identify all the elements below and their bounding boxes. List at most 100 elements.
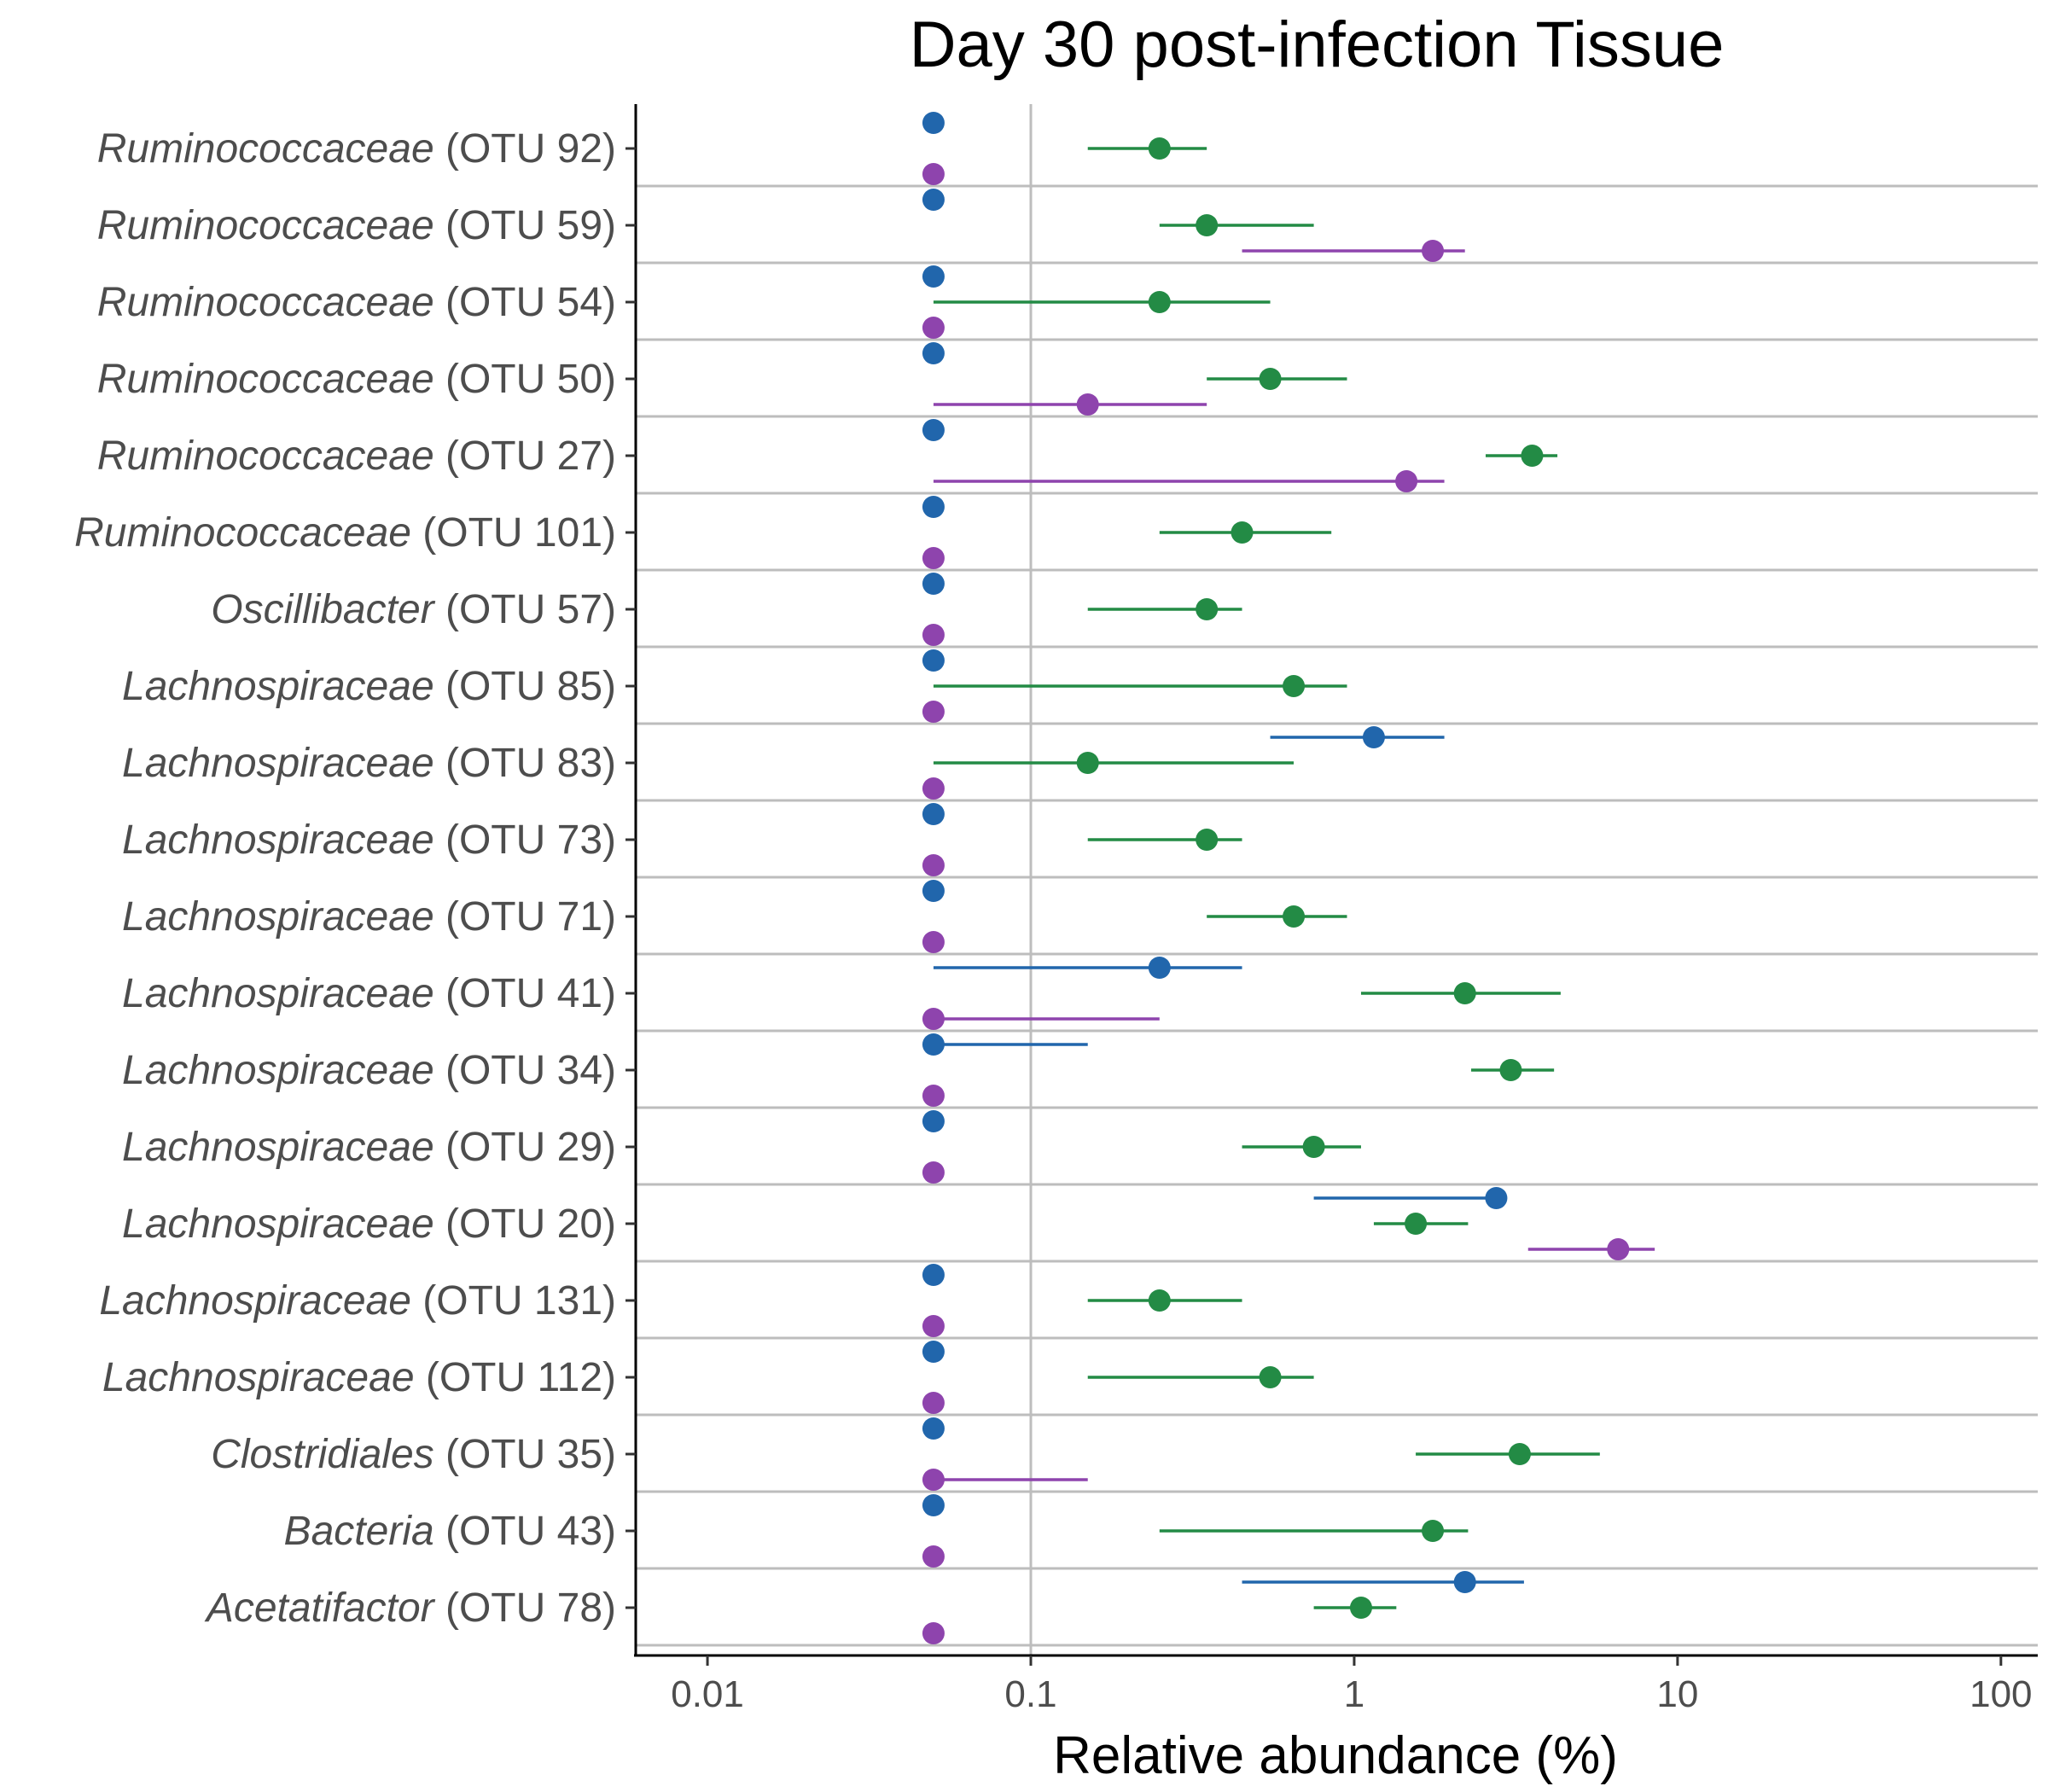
category-taxon: Lachnospiraceae — [122, 741, 434, 786]
category-taxon: Ruminococcaceae — [97, 357, 434, 402]
category-taxon: Lachnospiraceae — [122, 1048, 434, 1093]
category-labels: Ruminococcaceae (OTU 92)Ruminococcaceae … — [74, 126, 616, 1631]
axes-layer: 0.01 0.1 1 10 100 — [625, 104, 2038, 1715]
category-otu: (OTU 83) — [434, 741, 616, 786]
data-point — [1485, 1187, 1508, 1209]
category-label: Lachnospiraceae (OTU 73) — [122, 817, 616, 863]
category-otu: (OTU 41) — [434, 971, 616, 1016]
category-label: Ruminococcaceae (OTU 54) — [97, 280, 616, 325]
data-point — [922, 419, 945, 441]
data-marks — [922, 112, 1655, 1644]
category-otu: (OTU 27) — [434, 433, 616, 479]
data-point — [922, 1494, 945, 1516]
data-point — [1453, 1571, 1476, 1593]
data-point — [922, 880, 945, 902]
data-point — [922, 1008, 945, 1030]
category-taxon: Lachnospiraceae — [122, 971, 434, 1016]
category-label: Ruminococcaceae (OTU 92) — [97, 126, 616, 172]
data-point — [1422, 240, 1445, 262]
category-taxon: Ruminococcaceae — [97, 433, 434, 479]
data-point — [922, 112, 945, 134]
category-taxon: Lachnospiraceae — [122, 1125, 434, 1170]
data-point — [922, 1469, 945, 1491]
category-otu: (OTU 43) — [434, 1509, 616, 1554]
data-point — [1196, 214, 1219, 236]
data-point — [1196, 598, 1219, 620]
data-point — [922, 573, 945, 595]
category-otu: (OTU 20) — [434, 1201, 616, 1247]
data-point — [922, 1110, 945, 1132]
category-otu: (OTU 59) — [434, 203, 616, 248]
data-point — [1405, 1213, 1428, 1235]
data-point — [922, 317, 945, 339]
data-point — [922, 701, 945, 723]
chart-title: Day 30 post-infection Tissue — [910, 9, 1725, 81]
data-point — [1231, 521, 1254, 544]
category-label: Lachnospiraceae (OTU 112) — [102, 1355, 616, 1400]
data-point — [922, 1264, 945, 1286]
category-label: Lachnospiraceae (OTU 41) — [122, 971, 616, 1016]
category-otu: (OTU 34) — [434, 1048, 616, 1093]
category-otu: (OTU 50) — [434, 357, 616, 402]
data-point — [1283, 905, 1306, 928]
data-point — [1302, 1136, 1325, 1158]
category-taxon: Lachnospiraceae — [122, 1201, 434, 1247]
data-point — [922, 163, 945, 185]
category-taxon: Ruminococcaceae — [74, 510, 411, 556]
data-point — [922, 1417, 945, 1440]
category-taxon: Bacteria — [284, 1509, 434, 1554]
data-point — [922, 1341, 945, 1363]
data-point — [922, 547, 945, 569]
data-point — [1508, 1443, 1531, 1465]
category-taxon: Lachnospiraceae — [122, 664, 434, 709]
data-point — [1395, 470, 1418, 492]
category-label: Lachnospiraceae (OTU 71) — [122, 894, 616, 940]
data-point — [922, 803, 945, 825]
data-point — [1362, 726, 1385, 748]
category-label: Lachnospiraceae (OTU 131) — [99, 1278, 616, 1324]
category-taxon: Acetatifactor — [204, 1585, 436, 1631]
category-taxon: Lachnospiraceae — [122, 894, 434, 940]
category-taxon: Ruminococcaceae — [97, 203, 434, 248]
x-axis-title: Relative abundance (%) — [1053, 1726, 1618, 1785]
category-otu: (OTU 73) — [434, 817, 616, 863]
data-point — [1607, 1238, 1630, 1260]
data-point — [922, 496, 945, 518]
data-point — [922, 1622, 945, 1644]
category-label: Lachnospiraceae (OTU 20) — [122, 1201, 616, 1247]
category-otu: (OTU 85) — [434, 664, 616, 709]
category-otu: (OTU 112) — [415, 1355, 616, 1400]
data-point — [922, 1392, 945, 1414]
data-point — [1076, 393, 1099, 416]
data-point — [1349, 1597, 1372, 1619]
data-point — [1499, 1059, 1522, 1081]
data-point — [1259, 1366, 1282, 1388]
category-otu: (OTU 131) — [411, 1278, 616, 1324]
data-point — [1521, 445, 1544, 467]
category-otu: (OTU 35) — [434, 1432, 616, 1477]
category-otu: (OTU 29) — [434, 1125, 616, 1170]
data-point — [1259, 368, 1282, 390]
data-point — [922, 1315, 945, 1337]
data-point — [922, 931, 945, 953]
category-label: Ruminococcaceae (OTU 50) — [97, 357, 616, 402]
category-otu: (OTU 54) — [434, 280, 616, 325]
category-label: Ruminococcaceae (OTU 27) — [97, 433, 616, 479]
x-tick-label: 0.1 — [1004, 1673, 1056, 1715]
data-point — [1453, 982, 1476, 1004]
x-tick-label: 10 — [1656, 1673, 1698, 1715]
data-point — [922, 1161, 945, 1184]
data-point — [1283, 675, 1306, 697]
data-point — [1148, 137, 1171, 160]
category-label: Ruminococcaceae (OTU 59) — [97, 203, 616, 248]
data-point — [1148, 291, 1171, 313]
x-tick-label: 100 — [1969, 1673, 2032, 1715]
category-taxon: Lachnospiraceae — [122, 817, 434, 863]
category-otu: (OTU 92) — [434, 126, 616, 172]
category-label: Lachnospiraceae (OTU 29) — [122, 1125, 616, 1170]
category-taxon: Ruminococcaceae — [97, 280, 434, 325]
category-taxon: Ruminococcaceae — [97, 126, 434, 172]
category-label: Acetatifactor (OTU 78) — [204, 1585, 616, 1631]
data-point — [922, 854, 945, 876]
